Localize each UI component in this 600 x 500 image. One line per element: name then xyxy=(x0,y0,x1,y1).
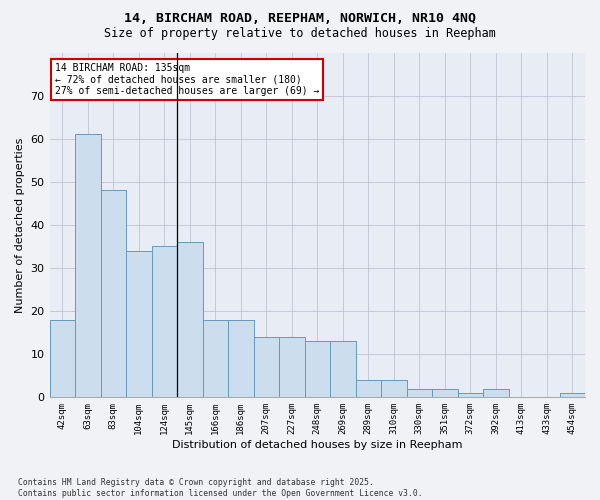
Bar xyxy=(177,242,203,398)
Bar xyxy=(356,380,381,398)
Bar xyxy=(126,251,152,398)
Bar xyxy=(101,190,126,398)
Text: Contains HM Land Registry data © Crown copyright and database right 2025.
Contai: Contains HM Land Registry data © Crown c… xyxy=(18,478,422,498)
Bar xyxy=(75,134,101,398)
Bar xyxy=(483,388,509,398)
Bar xyxy=(458,393,483,398)
Y-axis label: Number of detached properties: Number of detached properties xyxy=(15,137,25,312)
Bar xyxy=(330,342,356,398)
Bar xyxy=(50,320,75,398)
Text: 14, BIRCHAM ROAD, REEPHAM, NORWICH, NR10 4NQ: 14, BIRCHAM ROAD, REEPHAM, NORWICH, NR10… xyxy=(124,12,476,26)
Bar xyxy=(228,320,254,398)
Bar xyxy=(254,337,279,398)
Bar xyxy=(560,393,585,398)
Bar xyxy=(203,320,228,398)
Text: 14 BIRCHAM ROAD: 135sqm
← 72% of detached houses are smaller (180)
27% of semi-d: 14 BIRCHAM ROAD: 135sqm ← 72% of detache… xyxy=(55,63,319,96)
Bar xyxy=(432,388,458,398)
Bar xyxy=(305,342,330,398)
X-axis label: Distribution of detached houses by size in Reepham: Distribution of detached houses by size … xyxy=(172,440,463,450)
Text: Size of property relative to detached houses in Reepham: Size of property relative to detached ho… xyxy=(104,28,496,40)
Bar xyxy=(381,380,407,398)
Bar xyxy=(407,388,432,398)
Bar xyxy=(152,246,177,398)
Bar xyxy=(279,337,305,398)
